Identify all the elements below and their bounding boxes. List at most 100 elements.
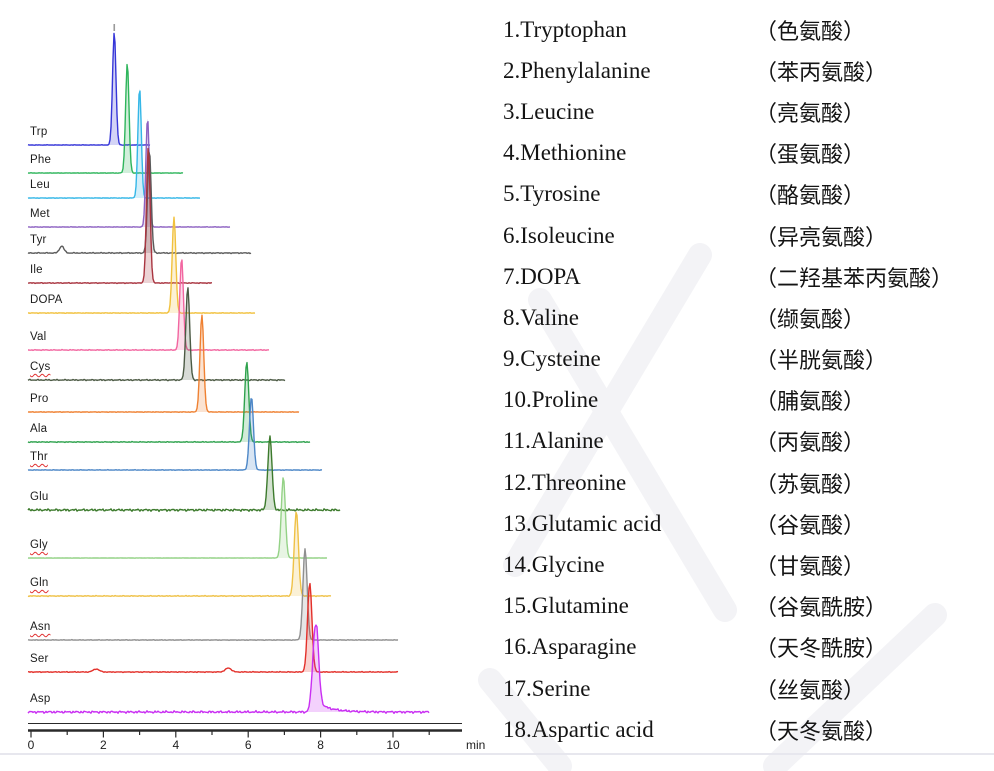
peak-fill-ile xyxy=(141,147,156,284)
peak-fill-pro xyxy=(194,315,210,413)
peak-fill-gln xyxy=(287,511,305,597)
trace-label-phe: Phe xyxy=(30,154,52,166)
legend-item: 7.DOPA （二羟基苯丙氨酸） xyxy=(503,256,994,297)
legend-item: 9.Cysteine （半胱氨酸） xyxy=(503,339,994,380)
legend-item: 5.Tyrosine （酪氨酸） xyxy=(503,174,994,215)
x-axis-unit-label: min xyxy=(466,738,485,752)
trace-label-asn: Asn xyxy=(30,621,51,633)
legend-item: 3.Leucine （亮氨酸） xyxy=(503,91,994,132)
legend-chinese-name: （谷氨酸） xyxy=(755,512,866,538)
trace-label-pro: Pro xyxy=(30,393,49,405)
legend-english-name: 12.Threonine xyxy=(503,469,627,495)
legend-chinese-name: （二羟基苯丙氨酸） xyxy=(755,265,954,291)
legend-chinese-name: （丙氨酸） xyxy=(755,430,866,456)
trace-label-glu: Glu xyxy=(30,491,49,503)
legend-english-name: 10.Proline xyxy=(503,387,599,413)
trace-label-val: Val xyxy=(30,331,47,343)
trace-val xyxy=(28,259,270,352)
trace-label-ile: Ile xyxy=(30,264,43,276)
legend-item: 17.Serine （丝氨酸） xyxy=(503,668,994,709)
trace-cys xyxy=(27,287,286,382)
legend-chinese-name: （亮氨酸） xyxy=(755,100,866,126)
bottom-rule xyxy=(0,753,994,755)
trace-label-met: Met xyxy=(30,208,50,220)
legend-english-name: 15.Glutamine xyxy=(503,593,629,619)
legend-item: 8.Valine （缬氨酸） xyxy=(503,297,994,338)
legend-english-name: 7.DOPA xyxy=(503,263,581,289)
legend-item: 2.Phenylalanine （苯丙氨酸） xyxy=(503,50,994,91)
peak-fill-val xyxy=(174,258,189,351)
trace-label-gln: Gln xyxy=(30,577,49,589)
legend-item: 6.Isoleucine （异亮氨酸） xyxy=(503,215,994,256)
trace-pro xyxy=(27,314,300,414)
peak-fill-glu xyxy=(261,436,279,511)
trace-phe xyxy=(27,63,184,174)
peak-fill-ser xyxy=(300,583,319,673)
trace-label-tyr: Tyr xyxy=(30,234,47,246)
legend-chinese-name: （异亮氨酸） xyxy=(755,224,888,250)
legend-english-name: 1.Tryptophan xyxy=(503,16,627,42)
legend-english-name: 14.Glycine xyxy=(503,552,605,578)
legend-chinese-name: （天冬氨酸） xyxy=(755,718,888,744)
legend-chinese-name: （半胱氨酸） xyxy=(755,348,888,374)
legend-english-name: 18.Aspartic acid xyxy=(503,716,654,742)
trace-label-leu: Leu xyxy=(30,179,50,191)
peak-fill-gly xyxy=(275,476,292,558)
legend-item: 4.Methionine （蛋氨酸） xyxy=(503,133,994,174)
trace-label-thr: Thr xyxy=(30,451,48,463)
trace-label-cys: Cys xyxy=(30,361,51,373)
x-tick-label: 6 xyxy=(245,738,252,752)
peak-fill-leu xyxy=(132,88,147,198)
legend-chinese-name: （苏氨酸） xyxy=(755,471,866,497)
legend-english-name: 6.Isoleucine xyxy=(503,222,615,248)
legend-item: 11.Alanine （丙氨酸） xyxy=(503,421,994,462)
legend-chinese-name: （酪氨酸） xyxy=(755,183,866,209)
trace-label-dopa: DOPA xyxy=(30,294,63,306)
legend-english-name: 17.Serine xyxy=(503,675,591,701)
legend-item: 10.Proline （脯氨酸） xyxy=(503,380,994,421)
trace-ser xyxy=(27,582,399,674)
legend-english-name: 4.Methionine xyxy=(503,140,627,166)
peak-fill-dopa xyxy=(166,217,182,314)
x-tick-label: 10 xyxy=(386,738,400,752)
legend-english-name: 5.Tyrosine xyxy=(503,181,601,207)
legend-item: 16.Asparagine （天冬酰胺） xyxy=(503,627,994,668)
trace-leu xyxy=(27,90,200,199)
trace-ile xyxy=(28,147,212,285)
trace-tyr xyxy=(27,152,252,255)
trace-label-gly: Gly xyxy=(30,539,48,551)
legend-chinese-name: （甘氨酸） xyxy=(755,554,866,580)
legend-item: 15.Glutamine （谷氨酰胺） xyxy=(503,586,994,627)
legend-chinese-name: （谷氨酰胺） xyxy=(755,595,888,621)
trace-ala xyxy=(27,361,311,444)
peak-fill-phe xyxy=(120,63,135,174)
peak-fill-ala xyxy=(238,361,255,443)
legend-item: 1.Tryptophan （色氨酸） xyxy=(503,9,994,50)
trace-label-ser: Ser xyxy=(30,653,49,665)
trace-asn xyxy=(27,548,399,642)
legend-english-name: 13.Glutamic acid xyxy=(503,510,662,536)
legend-english-name: 3.Leucine xyxy=(503,98,595,124)
x-tick-label: 0 xyxy=(28,738,35,752)
legend-english-name: 2.Phenylalanine xyxy=(503,57,651,83)
x-tick-label: 8 xyxy=(317,738,324,752)
x-tick-label: 2 xyxy=(100,738,107,752)
chromatogram-plot: 0 2 4 6 8 10 min xyxy=(27,24,485,752)
legend-chinese-name: （缬氨酸） xyxy=(755,306,866,332)
trace-label-asp: Asp xyxy=(30,693,51,705)
legend-item: 12.Threonine （苏氨酸） xyxy=(503,462,994,503)
legend-chinese-name: （丝氨酸） xyxy=(755,677,866,703)
amino-acid-legend: 1.Tryptophan （色氨酸） 2.Phenylalanine （苯丙氨酸） 3.… xyxy=(503,9,994,750)
legend-chinese-name: （蛋氨酸） xyxy=(755,142,866,168)
legend-chinese-name: （脯氨酸） xyxy=(755,389,866,415)
x-tick-label: 4 xyxy=(172,738,179,752)
legend-english-name: 16.Asparagine xyxy=(503,634,637,660)
legend-english-name: 11.Alanine xyxy=(503,428,604,454)
legend-chinese-name: （天冬酰胺） xyxy=(755,636,888,662)
trace-gln xyxy=(27,511,332,598)
trace-met xyxy=(28,120,231,228)
legend-item: 18.Aspartic acid （天冬氨酸） xyxy=(503,709,994,750)
legend-item: 14.Glycine （甘氨酸） xyxy=(503,544,994,585)
legend-chinese-name: （苯丙氨酸） xyxy=(755,59,888,85)
